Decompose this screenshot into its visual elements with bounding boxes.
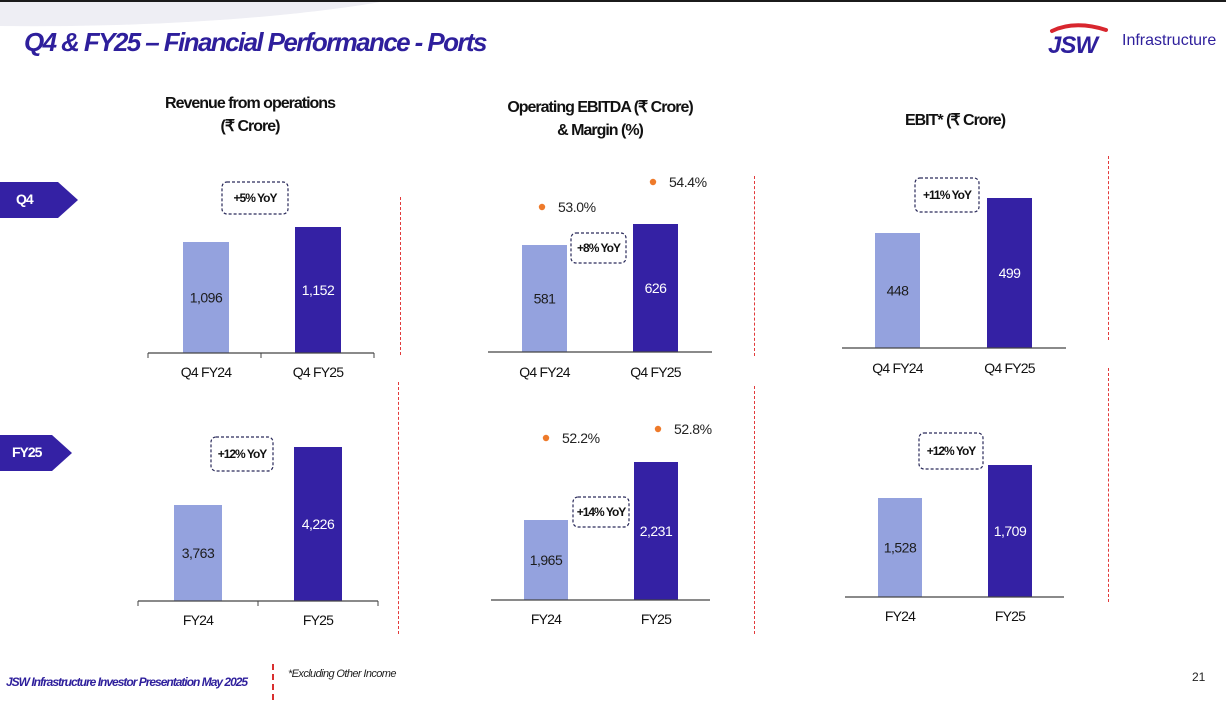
bar-q4-fy24: [183, 242, 229, 353]
category-label: FY25: [641, 611, 672, 627]
bar-chart-revenue-fy: 3,763 FY24 4,226 FY25 +12% YoY: [137, 436, 379, 628]
bar-q4-fy24: [522, 245, 567, 352]
ebitda-column-title: Operating EBITDA (₹ Crore) & Margin (%): [470, 96, 730, 142]
yoy-badge-label: +11% YoY: [923, 188, 972, 202]
category-label: FY25: [303, 612, 334, 628]
bar-value-label: 1,096: [190, 290, 223, 306]
margin-marker-dot: [654, 425, 662, 433]
yoy-badge: [210, 436, 274, 472]
ebit-title-line1: EBIT* (₹ Crore): [904, 112, 1006, 129]
bar-fy25: [988, 465, 1032, 597]
revenue-column-title: Revenue from operations (₹ Crore): [130, 92, 370, 138]
bar-value-label: 1,528: [884, 540, 917, 556]
footer-divider: [272, 664, 274, 700]
ebitda-title-line1: Operating EBITDA (₹ Crore): [507, 99, 693, 116]
bar-value-label: 1,709: [994, 523, 1027, 539]
yoy-badge: [572, 496, 630, 528]
bar-value-label: 2,231: [640, 523, 673, 539]
yoy-badge: [914, 177, 980, 213]
header-swoosh: [0, 2, 380, 27]
bar-value-label: 3,763: [182, 545, 215, 561]
bar-fy24: [878, 498, 922, 597]
top-rule: [0, 0, 1226, 2]
margin-marker-dot: [649, 178, 657, 186]
logo-text: JSW: [1048, 32, 1100, 58]
yoy-badge-label: +12% YoY: [927, 444, 977, 458]
brand-name: Infrastructure: [1122, 32, 1217, 49]
category-label: Q4 FY24: [181, 364, 232, 380]
category-label: Q4 FY25: [984, 360, 1035, 376]
row-tag-fy25: FY25: [0, 435, 78, 471]
bar-value-label: 448: [887, 283, 910, 299]
bar-chart-ebit-q4: 448 Q4 FY24 499 Q4 FY25 +11% YoY: [842, 177, 1066, 376]
brand-logo: JSW Infrastructure: [1046, 22, 1224, 58]
bar-q4-fy25: [633, 224, 678, 352]
ebit-column-title: EBIT* (₹ Crore): [850, 109, 1060, 132]
bar-chart-revenue-q4: 1,096 Q4 FY24 1,152 Q4 FY25 +5% YoY: [147, 181, 375, 380]
page-number: 21: [1192, 670, 1206, 684]
column-divider: [398, 382, 399, 634]
bar-fy25: [634, 462, 678, 600]
margin-label: 53.0%: [558, 199, 596, 215]
category-label: Q4 FY25: [293, 364, 344, 380]
bar-q4-fy25: [987, 198, 1032, 348]
row-tag-fy25-label: FY25: [12, 444, 42, 460]
footnote: *Excluding Other Income: [288, 668, 396, 680]
revenue-title-line1: Revenue from operations: [165, 95, 336, 112]
bar-q4-fy25: [295, 227, 341, 353]
bar-fy24: [174, 505, 222, 601]
row-tag-arrow-shape: [0, 435, 72, 471]
category-label: FY25: [995, 608, 1026, 624]
category-label: FY24: [531, 611, 562, 627]
margin-marker-dot: [538, 203, 546, 211]
category-label: Q4 FY24: [519, 364, 570, 380]
margin-label: 52.8%: [674, 421, 712, 437]
column-divider: [1108, 156, 1109, 340]
yoy-badge-label: +14% YoY: [577, 505, 627, 519]
row-tag-q4: Q4: [0, 182, 78, 218]
margin-marker-dot: [542, 434, 550, 442]
yoy-badge: [918, 432, 984, 470]
column-divider: [1108, 368, 1109, 602]
row-tag-arrow-shape: [0, 182, 78, 218]
yoy-badge-label: +8% YoY: [577, 241, 621, 255]
column-divider: [754, 176, 755, 356]
category-label: Q4 FY25: [630, 364, 681, 380]
bar-value-label: 1,152: [302, 282, 335, 298]
bar-value-label: 581: [534, 291, 557, 307]
column-divider: [400, 197, 401, 355]
row-tag-q4-label: Q4: [16, 191, 34, 207]
category-label: FY24: [885, 608, 916, 624]
ebitda-title-line2: & Margin (%): [557, 122, 644, 139]
bar-fy24: [524, 520, 568, 600]
bar-fy25: [294, 447, 342, 601]
bar-value-label: 626: [645, 280, 668, 296]
column-divider: [754, 386, 755, 634]
revenue-title-line2: (₹ Crore): [220, 118, 281, 135]
page-title: Q4 & FY25 – Financial Performance - Port…: [24, 27, 487, 57]
category-label: FY24: [183, 612, 214, 628]
bar-q4-fy24: [875, 233, 920, 348]
jsw-logo-icon: JSW: [1048, 23, 1108, 58]
yoy-badge-label: +12% YoY: [218, 447, 268, 461]
yoy-badge-label: +5% YoY: [234, 191, 278, 205]
bar-value-label: 4,226: [302, 516, 335, 532]
margin-label: 52.2%: [562, 430, 600, 446]
bar-chart-ebit-fy: 1,528 FY24 1,709 FY25 +12% YoY: [845, 432, 1064, 624]
bar-chart-ebitda-fy: 1,965 FY24 2,231 FY25 +14% YoY 52.2% 52.8%: [491, 421, 712, 627]
yoy-badge: [570, 232, 627, 264]
margin-label: 54.4%: [669, 174, 707, 190]
yoy-badge: [221, 181, 289, 215]
category-label: Q4 FY24: [872, 360, 923, 376]
bar-value-label: 499: [999, 265, 1022, 281]
bar-value-label: 1,965: [530, 552, 563, 568]
bar-chart-ebitda-q4: 581 Q4 FY24 626 Q4 FY25 +8% YoY 53.0% 54.4%: [488, 174, 712, 380]
footer-presentation-name: JSW Infrastructure Investor Presentation…: [6, 675, 248, 689]
